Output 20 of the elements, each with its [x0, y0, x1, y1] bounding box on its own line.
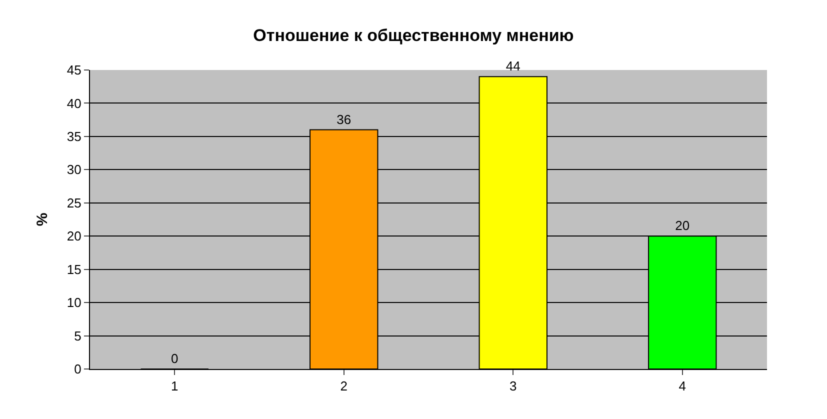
- data-label: 0: [171, 351, 178, 366]
- data-label: 36: [336, 112, 352, 127]
- y-tick-label: 15: [66, 262, 82, 277]
- x-tick-label: 1: [171, 378, 178, 394]
- x-tick-label: 3: [510, 378, 517, 394]
- y-axis-title: %: [34, 212, 52, 226]
- y-tick-label: 5: [74, 328, 82, 344]
- y-tick-label: 45: [66, 62, 82, 78]
- y-tick-label: 10: [66, 295, 82, 310]
- y-tick-label: 40: [66, 96, 82, 111]
- y-tick-label: 35: [66, 128, 82, 144]
- data-label: 44: [506, 58, 520, 74]
- chart-title: Отношение к общественному мнению: [253, 26, 574, 46]
- x-tick-label: 2: [340, 378, 348, 394]
- data-label: 20: [675, 218, 690, 234]
- y-tick-label: 25: [66, 195, 82, 210]
- y-tick-label: 20: [66, 228, 82, 244]
- y-tick-label: 30: [66, 162, 82, 178]
- x-tick-label: 4: [678, 378, 686, 394]
- y-tick-label: 0: [74, 362, 82, 377]
